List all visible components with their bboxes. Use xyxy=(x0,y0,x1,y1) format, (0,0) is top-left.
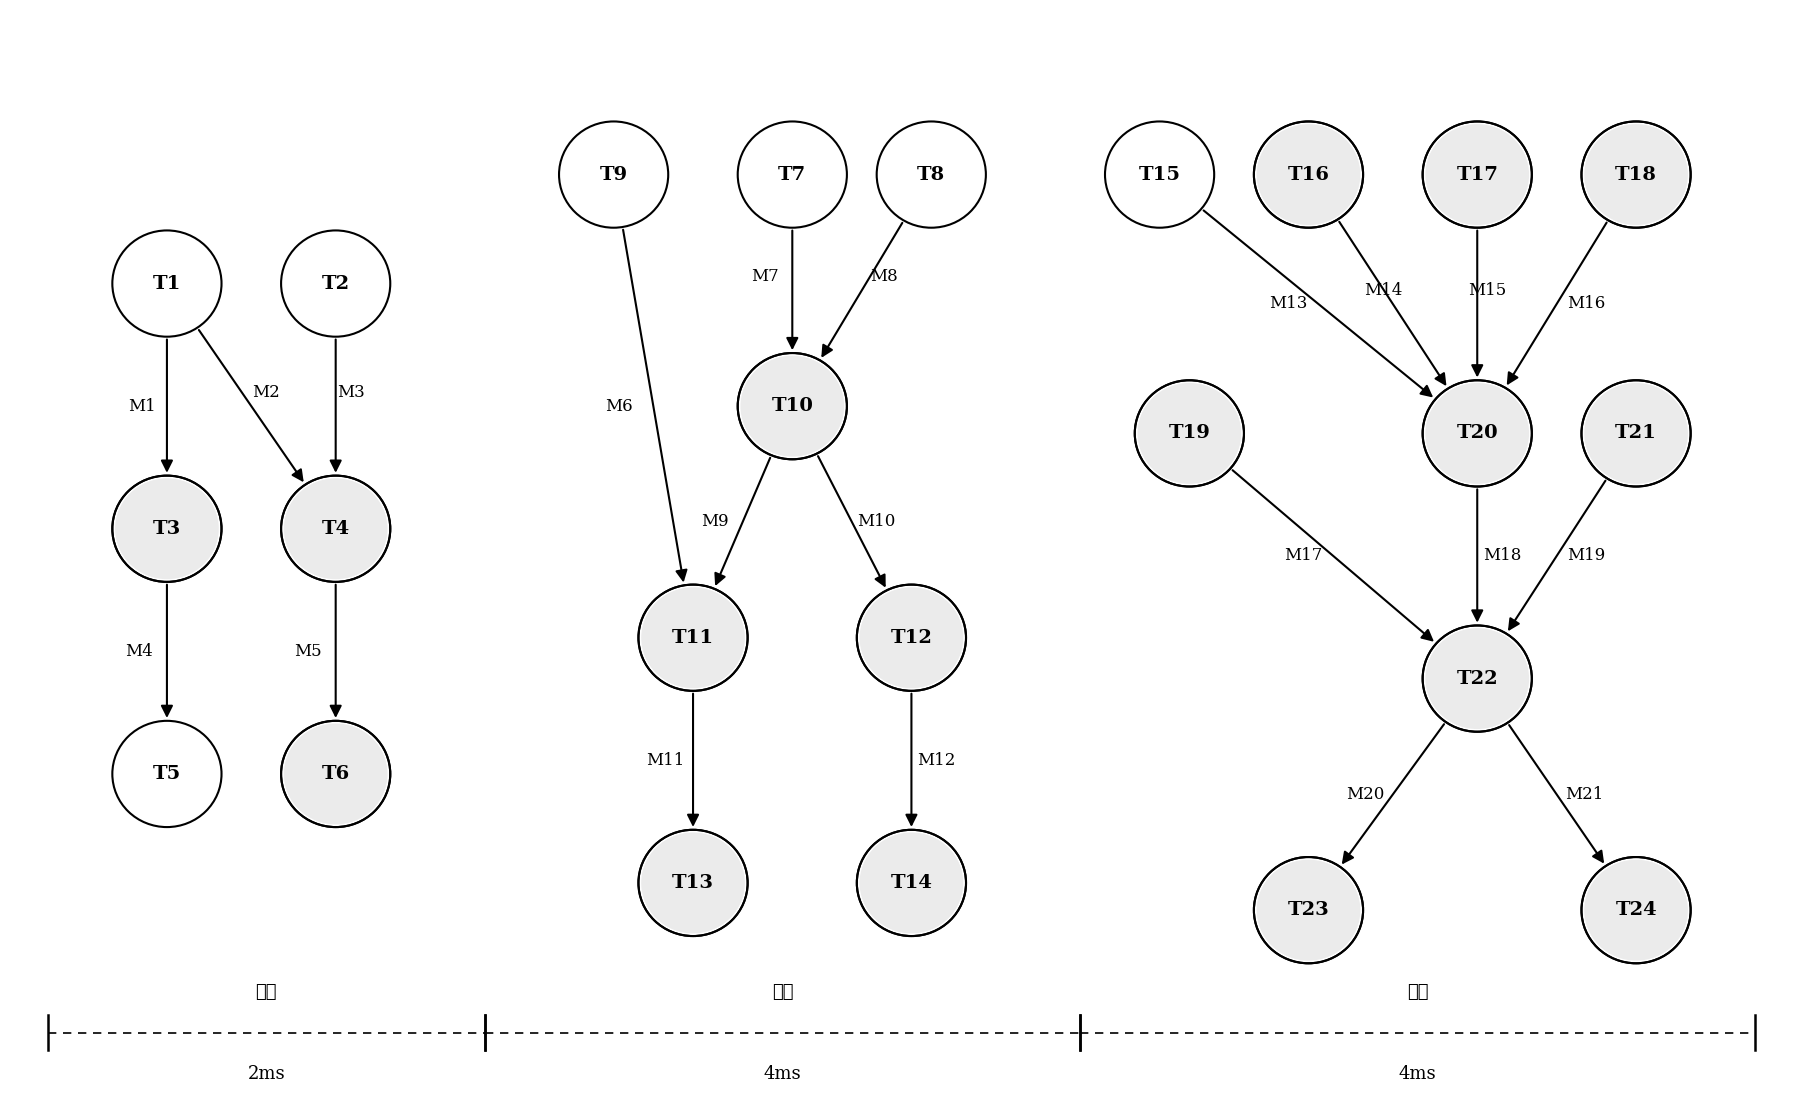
Text: M1: M1 xyxy=(128,398,157,415)
Text: M6: M6 xyxy=(604,398,633,415)
Text: T11: T11 xyxy=(673,628,714,647)
Ellipse shape xyxy=(856,830,966,936)
Text: T10: T10 xyxy=(772,397,813,415)
Ellipse shape xyxy=(1585,383,1688,484)
Text: M8: M8 xyxy=(869,268,898,286)
Ellipse shape xyxy=(1138,383,1240,484)
Text: T2: T2 xyxy=(321,275,350,292)
Text: T24: T24 xyxy=(1615,901,1657,920)
Text: M19: M19 xyxy=(1567,547,1605,565)
Ellipse shape xyxy=(283,724,388,824)
Text: T16: T16 xyxy=(1287,166,1329,183)
Text: T18: T18 xyxy=(1615,166,1657,183)
Ellipse shape xyxy=(1253,121,1363,228)
Ellipse shape xyxy=(1585,860,1688,961)
Text: T20: T20 xyxy=(1457,425,1498,443)
Text: T4: T4 xyxy=(321,519,350,538)
Ellipse shape xyxy=(856,585,966,691)
Text: M9: M9 xyxy=(701,514,728,530)
Text: T17: T17 xyxy=(1457,166,1498,183)
Text: T21: T21 xyxy=(1615,425,1657,443)
Ellipse shape xyxy=(1134,380,1244,487)
Ellipse shape xyxy=(112,230,222,337)
Ellipse shape xyxy=(112,721,222,827)
Text: T22: T22 xyxy=(1457,669,1498,687)
Text: M20: M20 xyxy=(1345,786,1385,803)
Text: T3: T3 xyxy=(153,519,180,538)
Ellipse shape xyxy=(1257,860,1359,961)
Ellipse shape xyxy=(1426,628,1529,729)
Ellipse shape xyxy=(1581,121,1691,228)
Text: T23: T23 xyxy=(1287,901,1329,920)
Text: M4: M4 xyxy=(124,643,153,659)
Ellipse shape xyxy=(1253,857,1363,963)
Text: M15: M15 xyxy=(1468,281,1506,299)
Ellipse shape xyxy=(281,476,389,582)
Ellipse shape xyxy=(737,353,847,459)
Ellipse shape xyxy=(1585,125,1688,225)
Ellipse shape xyxy=(1426,125,1529,225)
Ellipse shape xyxy=(638,830,748,936)
Text: T1: T1 xyxy=(153,275,180,292)
Ellipse shape xyxy=(1105,121,1213,228)
Text: T9: T9 xyxy=(600,166,627,183)
Text: T5: T5 xyxy=(153,765,180,783)
Text: M5: M5 xyxy=(294,643,321,659)
Ellipse shape xyxy=(559,121,669,228)
Ellipse shape xyxy=(737,121,847,228)
Text: M14: M14 xyxy=(1363,281,1403,299)
Text: M18: M18 xyxy=(1482,547,1522,565)
Text: M13: M13 xyxy=(1269,296,1307,312)
Text: 2ms: 2ms xyxy=(247,1064,285,1083)
Ellipse shape xyxy=(283,478,388,579)
Ellipse shape xyxy=(638,585,748,691)
Text: M12: M12 xyxy=(918,752,956,768)
Text: M11: M11 xyxy=(645,752,685,768)
Ellipse shape xyxy=(112,476,222,582)
Ellipse shape xyxy=(115,478,218,579)
Ellipse shape xyxy=(1423,121,1533,228)
Ellipse shape xyxy=(1581,380,1691,487)
Text: T7: T7 xyxy=(779,166,806,183)
Ellipse shape xyxy=(642,833,745,933)
Text: 周期: 周期 xyxy=(256,983,278,1001)
Text: T6: T6 xyxy=(321,765,350,783)
Text: 4ms: 4ms xyxy=(763,1064,801,1083)
Ellipse shape xyxy=(1257,125,1359,225)
Text: 周期: 周期 xyxy=(1406,983,1428,1001)
Ellipse shape xyxy=(1423,380,1533,487)
Text: T15: T15 xyxy=(1138,166,1181,183)
Ellipse shape xyxy=(1423,625,1533,732)
Ellipse shape xyxy=(642,587,745,688)
Text: M7: M7 xyxy=(750,268,779,286)
Text: T19: T19 xyxy=(1168,425,1210,443)
Text: M3: M3 xyxy=(337,384,364,401)
Ellipse shape xyxy=(281,230,389,337)
Ellipse shape xyxy=(876,121,986,228)
Text: M16: M16 xyxy=(1567,296,1605,312)
Text: 周期: 周期 xyxy=(772,983,793,1001)
Text: T8: T8 xyxy=(918,166,945,183)
Text: 4ms: 4ms xyxy=(1399,1064,1437,1083)
Ellipse shape xyxy=(1426,383,1529,484)
Text: T12: T12 xyxy=(891,628,932,647)
Ellipse shape xyxy=(281,721,389,827)
Ellipse shape xyxy=(1581,857,1691,963)
Text: M21: M21 xyxy=(1565,786,1603,803)
Text: M17: M17 xyxy=(1284,547,1323,565)
Text: M2: M2 xyxy=(252,384,279,401)
Text: T14: T14 xyxy=(891,874,932,892)
Text: M10: M10 xyxy=(858,514,896,530)
Ellipse shape xyxy=(860,587,963,688)
Text: T13: T13 xyxy=(673,874,714,892)
Ellipse shape xyxy=(860,833,963,933)
Ellipse shape xyxy=(741,356,844,457)
